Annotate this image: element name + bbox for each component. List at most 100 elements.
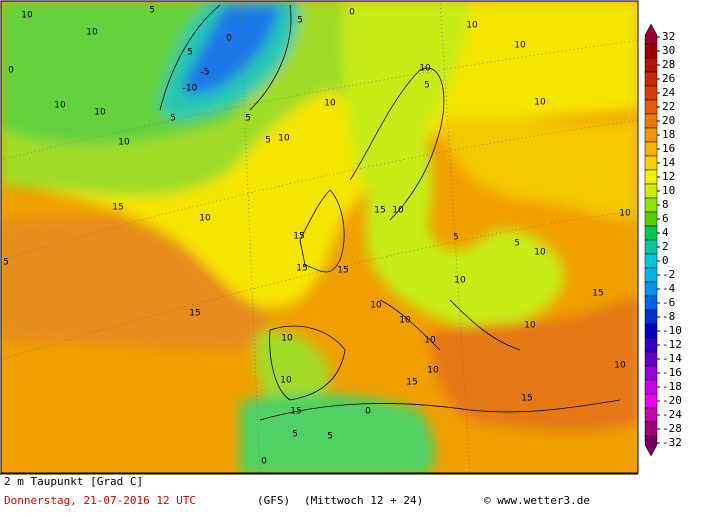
contour-label: 5 [424, 81, 430, 91]
colorbar-label: -14 [662, 352, 682, 365]
contour-label: 10 [454, 276, 466, 286]
contour-label: 10 [118, 138, 130, 148]
colorbar-label: 2 [662, 240, 669, 253]
contour-label: 10 [392, 206, 404, 216]
contour-label: 10 [278, 134, 290, 144]
colorbar-label: -10 [662, 324, 682, 337]
colorbar-cell [644, 323, 658, 339]
colorbar-cell [644, 225, 658, 241]
contour-label: 5 [265, 136, 271, 146]
colorbar-cell [644, 295, 658, 311]
contour-label: 5 [514, 239, 520, 249]
contour-label: 5 [149, 6, 155, 16]
colorbar-label: -24 [662, 408, 682, 421]
colorbar-cell [644, 183, 658, 199]
colorbar-cell [644, 211, 658, 227]
colorbar-label: -4 [662, 282, 676, 295]
contour-label: 15 [296, 264, 307, 274]
colorbar-cell [644, 85, 658, 101]
colorbar-label: -32 [662, 436, 682, 449]
colorbar-label: 4 [662, 226, 669, 239]
colorbar-cell [644, 141, 658, 157]
colorbar-label: 26 [662, 72, 675, 85]
colorbar-label: 16 [662, 142, 675, 155]
contour-label: 5 [245, 114, 251, 124]
colorbar-label: 8 [662, 198, 669, 211]
colorbar-cell [644, 309, 658, 325]
contour-label: 0 [349, 8, 355, 18]
colorbar-cell [644, 421, 658, 437]
contour-label: 10 [370, 301, 382, 311]
colorbar-cell [644, 169, 658, 185]
footer-credit: © www.wetter3.de [484, 494, 590, 507]
colorbar: 32302826242220181614121086420-2-4-6-8-10… [644, 23, 682, 457]
colorbar-label: -8 [662, 310, 675, 323]
colorbar-label: 6 [662, 212, 669, 225]
colorbar-cell [644, 127, 658, 143]
contour-label: 10 [324, 99, 336, 109]
contour-label: 0 [261, 457, 267, 467]
contour-label: 10 [524, 321, 536, 331]
colorbar-label: -12 [662, 338, 682, 351]
coastlines [159, 4, 621, 421]
contour-label: 15 [189, 309, 200, 319]
contour-label: 10 [427, 366, 439, 376]
contour-label: 0 [8, 66, 14, 76]
contour-label: 0 [365, 407, 371, 417]
contour-label: 5 [327, 432, 333, 442]
contour-label: 15 [290, 407, 301, 417]
contour-label: 5 [297, 16, 303, 26]
colorbar-cell [644, 71, 658, 87]
contour-label: 10 [94, 108, 106, 118]
colorbar-label: 0 [662, 254, 669, 267]
colorbar-cell [644, 365, 658, 381]
contour-label: 10 [619, 209, 631, 219]
contour-label: 5 [453, 233, 459, 243]
footer-run: (Mittwoch 12 + 24) [304, 494, 423, 507]
colorbar-cell [644, 99, 658, 115]
colorbar-cell [644, 351, 658, 367]
contour-label: 15 [374, 206, 385, 216]
contour-label: -10 [183, 84, 198, 94]
contour-label: 5 [3, 258, 9, 268]
colorbar-cell [644, 197, 658, 213]
footer-model: (GFS) [257, 494, 290, 507]
contour-label: 10 [54, 101, 66, 111]
colorbar-label: -28 [662, 422, 682, 435]
footer-title: 2 m Taupunkt [Grad C] [4, 475, 143, 488]
contour-label: 15 [112, 203, 123, 213]
contour-label: 10 [534, 248, 546, 258]
contour-label: 10 [280, 376, 292, 386]
contour-label: 10 [614, 361, 626, 371]
colorbar-label: 10 [662, 184, 675, 197]
colorbar-label: 12 [662, 170, 675, 183]
colorbar-cell [644, 253, 658, 269]
colorbar-label: 30 [662, 44, 675, 57]
contour-label: 10 [466, 21, 478, 31]
colorbar-label: 14 [662, 156, 676, 169]
colorbar-cell [644, 113, 658, 129]
contour-label: 10 [514, 41, 526, 51]
contour-label: 5 [170, 114, 176, 124]
colorbar-cell [644, 337, 658, 353]
contour-label: 5 [292, 430, 298, 440]
colorbar-cell [644, 407, 658, 423]
colorbar-cell [644, 379, 658, 395]
colorbar-cell [644, 57, 658, 73]
contour-label: 0 [226, 34, 232, 44]
contour-label: 10 [534, 98, 546, 108]
colorbar-label: -20 [662, 394, 682, 407]
contour-label: 10 [21, 11, 33, 21]
contour-label: 15 [337, 266, 348, 276]
colorbar-cell [644, 393, 658, 409]
colorbar-label: 22 [662, 100, 675, 113]
contour-label: 10 [281, 334, 293, 344]
colorbar-label: 32 [662, 30, 675, 43]
contour-label: 15 [293, 232, 304, 242]
map-field: 10 5 10 5 0 -5-10 5 5 10 10 10 5 10 10 0 5 10 5 10 10 10 15 10… [1, 1, 638, 473]
contour-label: 10 [419, 64, 431, 74]
contour-label: 15 [592, 289, 603, 299]
colorbar-cell [644, 239, 658, 255]
colorbar-cell [644, 155, 658, 171]
